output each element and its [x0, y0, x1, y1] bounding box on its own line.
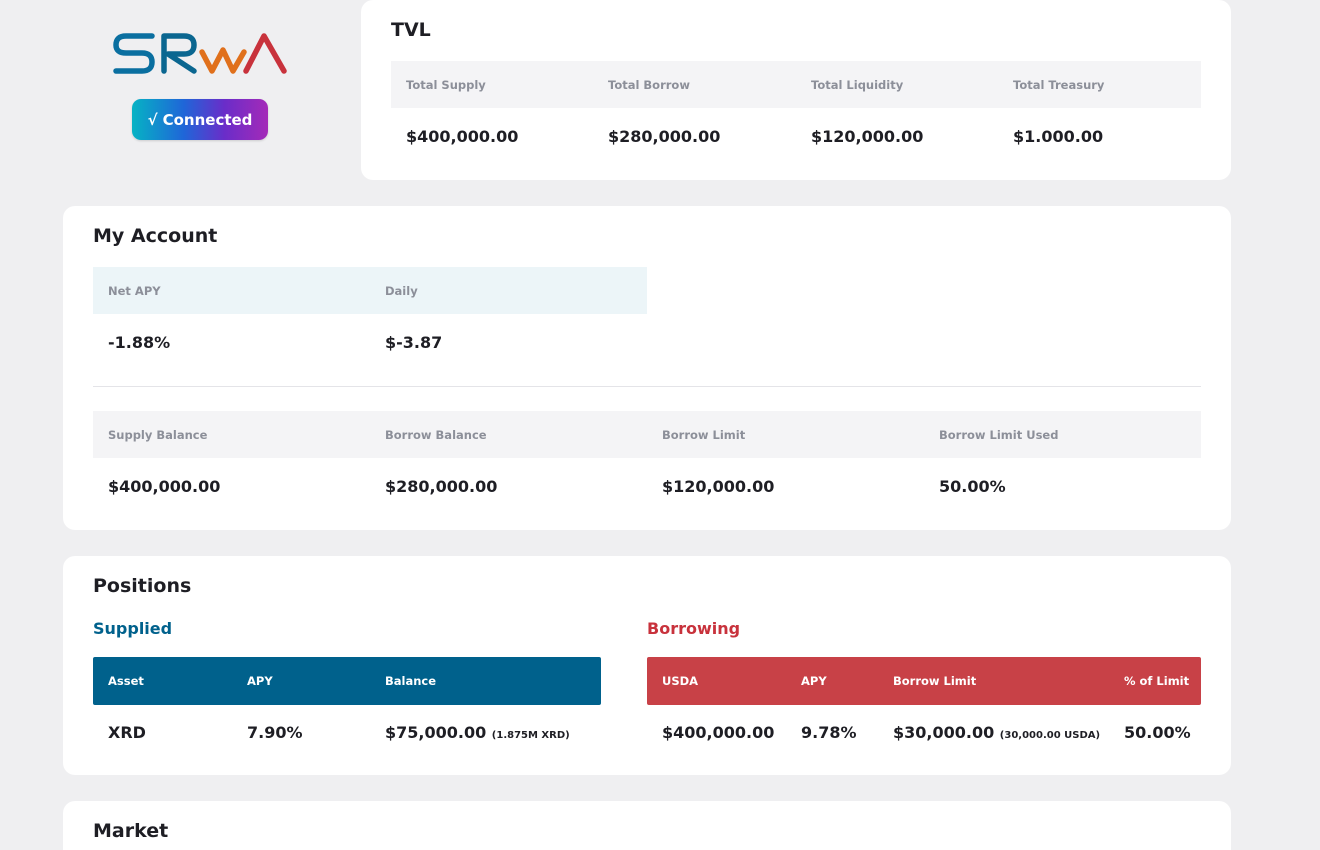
supplied-balance: $75,000.00 (1.875M XRD) [385, 723, 570, 742]
tvl-value-total-borrow: $280,000.00 [608, 126, 721, 146]
supplied-row[interactable]: XRD 7.90% $75,000.00 (1.875M XRD) [93, 720, 601, 744]
balance-header-row: Supply Balance Borrow Balance Borrow Lim… [93, 411, 1201, 458]
supplied-header-row: Asset APY Balance [93, 657, 601, 705]
tvl-header-total-borrow: Total Borrow [608, 77, 690, 92]
connected-button[interactable]: √ Connected [132, 99, 268, 140]
connected-label: Connected [162, 110, 253, 129]
tvl-header-total-supply: Total Supply [406, 77, 486, 92]
borrowing-limit: $30,000.00 (30,000.00 USDA) [893, 723, 1100, 742]
borrowing-limit-amount: $30,000.00 [893, 722, 995, 742]
market-title: Market [93, 820, 169, 842]
supplied-balance-note: (1.875M XRD) [491, 729, 570, 741]
borrow-limit-used-value: 50.00% [939, 476, 1006, 496]
market-card: Market [63, 801, 1231, 850]
net-apy-value: -1.88% [108, 332, 171, 352]
supplied-asset: XRD [108, 722, 146, 742]
borrowing-header-usda: USDA [662, 674, 699, 688]
tvl-value-total-treasury: $1.000.00 [1013, 126, 1104, 146]
borrow-limit-header: Borrow Limit [662, 427, 746, 442]
logo-mark [113, 33, 287, 74]
borrow-limit-used-header: Borrow Limit Used [939, 427, 1059, 442]
my-account-card: My Account Net APY Daily -1.88% $-3.87 S… [63, 206, 1231, 530]
apy-header-row: Net APY Daily [93, 267, 647, 314]
borrow-balance-header: Borrow Balance [385, 427, 487, 442]
tvl-value-total-supply: $400,000.00 [406, 126, 519, 146]
borrowing-apy: 9.78% [801, 722, 857, 742]
daily-header: Daily [385, 283, 418, 298]
account-divider [93, 386, 1201, 387]
supplied-header-asset: Asset [108, 674, 144, 688]
borrowing-header-apy: APY [801, 674, 827, 688]
borrowing-title: Borrowing [647, 619, 741, 638]
borrow-balance-value: $280,000.00 [385, 476, 498, 496]
apy-value-row: -1.88% $-3.87 [93, 330, 647, 354]
daily-value: $-3.87 [385, 332, 443, 352]
borrowing-usda: $400,000.00 [662, 722, 775, 742]
borrow-limit-value: $120,000.00 [662, 476, 775, 496]
balance-value-row: $400,000.00 $280,000.00 $120,000.00 50.0… [93, 474, 1201, 498]
net-apy-header: Net APY [108, 283, 161, 298]
my-account-title: My Account [93, 225, 218, 247]
borrowing-percent-limit: 50.00% [1124, 722, 1191, 742]
borrowing-header-row: USDA APY Borrow Limit % of Limit [647, 657, 1201, 705]
tvl-header-total-treasury: Total Treasury [1013, 77, 1105, 92]
borrowing-header-borrow-limit: Borrow Limit [893, 674, 977, 688]
supplied-header-apy: APY [247, 674, 273, 688]
tvl-header-total-liquidity: Total Liquidity [811, 77, 904, 92]
supplied-apy: 7.90% [247, 722, 303, 742]
supply-balance-value: $400,000.00 [108, 476, 221, 496]
supply-balance-header: Supply Balance [108, 427, 208, 442]
borrowing-header-percent-limit: % of Limit [1124, 674, 1190, 688]
positions-title: Positions [93, 575, 192, 597]
srwa-logo: SRWA [112, 30, 288, 76]
tvl-value-total-liquidity: $120,000.00 [811, 126, 924, 146]
tvl-card: TVL Total Supply Total Borrow Total Liqu… [361, 0, 1231, 180]
borrowing-limit-note: (30,000.00 USDA) [999, 729, 1101, 741]
supplied-title: Supplied [93, 619, 173, 638]
tvl-title: TVL [391, 19, 431, 41]
supplied-balance-amount: $75,000.00 [385, 722, 487, 742]
check-icon: √ [147, 110, 158, 129]
positions-card: Positions Supplied Asset APY Balance XRD… [63, 556, 1231, 775]
tvl-header-row: Total Supply Total Borrow Total Liquidit… [391, 61, 1201, 108]
borrowing-row[interactable]: $400,000.00 9.78% $30,000.00 (30,000.00 … [647, 720, 1201, 744]
supplied-header-balance: Balance [385, 674, 437, 688]
tvl-value-row: $400,000.00 $280,000.00 $120,000.00 $1.0… [391, 124, 1201, 148]
